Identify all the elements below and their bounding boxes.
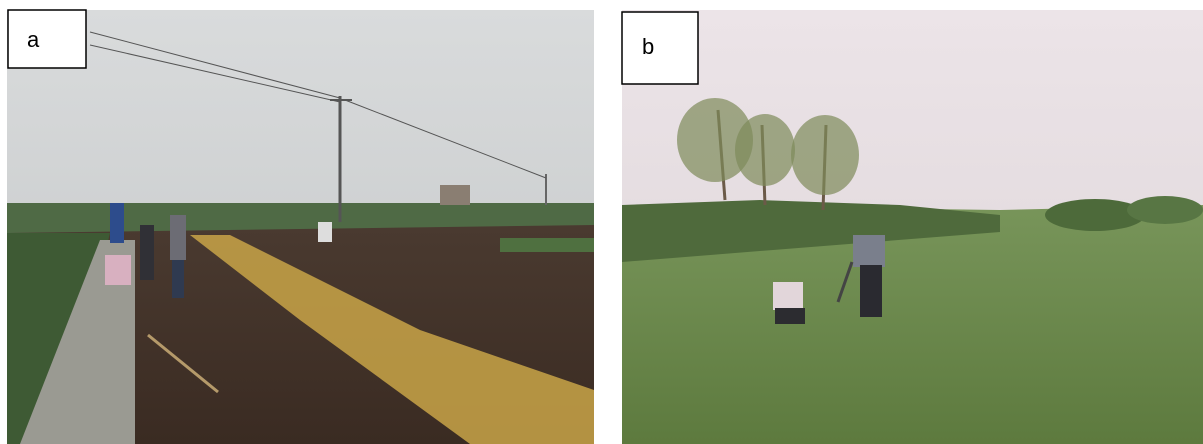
panel-label-text: a (27, 27, 40, 52)
panel-label-a: a (8, 10, 86, 68)
photo-b (622, 10, 1203, 444)
figure: a b (0, 0, 1203, 444)
photo-a (7, 10, 594, 444)
panel-label-text: b (642, 34, 654, 59)
panel-label-b: b (622, 12, 698, 84)
